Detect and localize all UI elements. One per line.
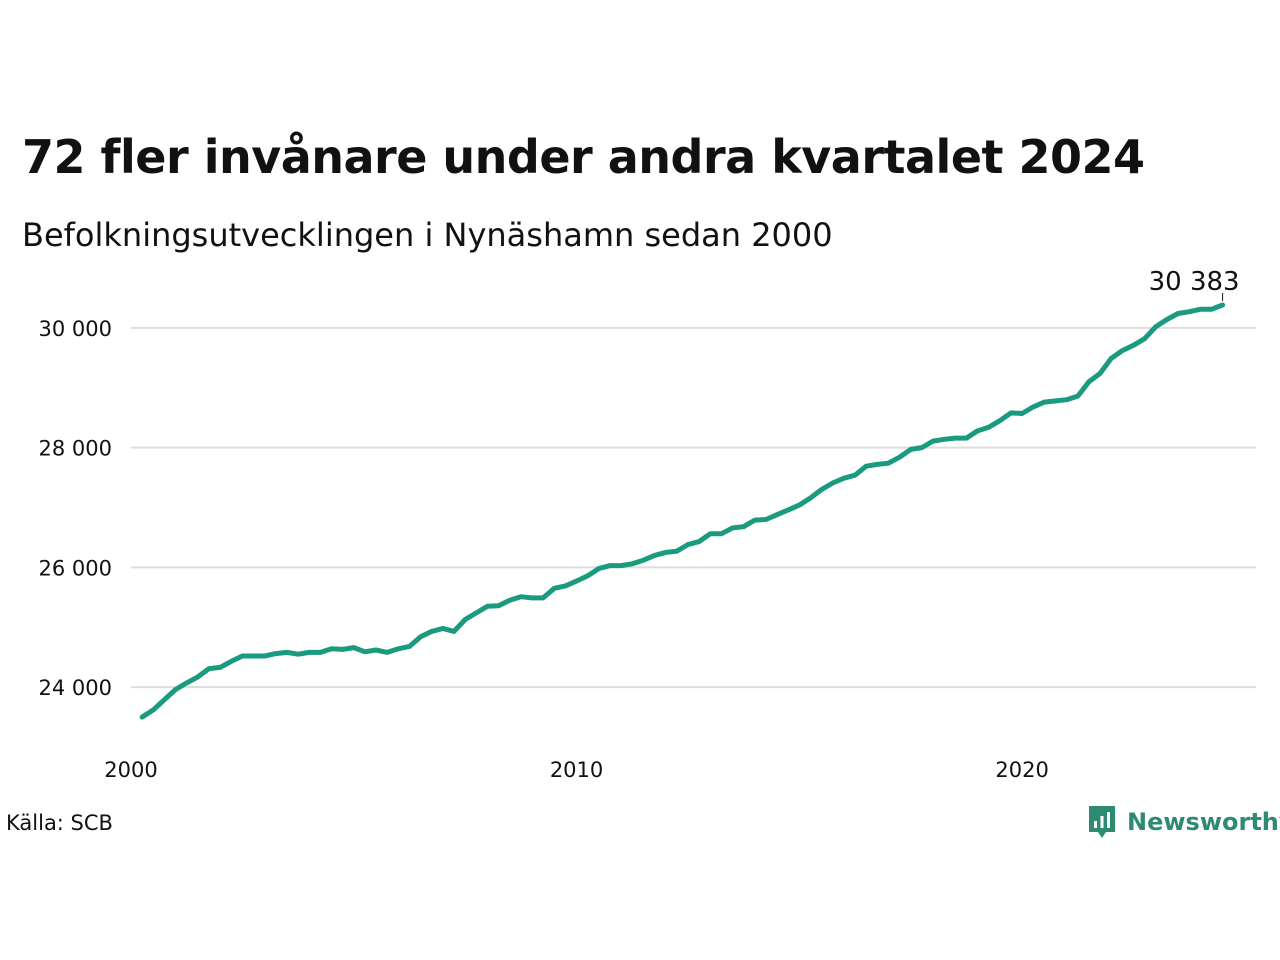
annotations: 30 383: [1149, 267, 1240, 301]
population-series-line: [139, 302, 1226, 720]
y-tick-label: 24 000: [39, 676, 112, 700]
chart-subtitle: Befolkningsutvecklingen i Nynäshamn seda…: [22, 216, 833, 254]
x-tick-label: 2010: [550, 758, 603, 782]
newsworthy-logo-icon: [1089, 806, 1115, 838]
y-tick-label: 28 000: [39, 437, 112, 461]
x-tick-label: 2020: [995, 758, 1048, 782]
source-note: Källa: SCB: [6, 811, 113, 835]
chart-title: 72 fler invånare under andra kvartalet 2…: [22, 130, 1145, 184]
y-tick-label: 26 000: [39, 556, 112, 580]
grid-lines: [131, 326, 1256, 689]
y-tick-label: 30 000: [39, 317, 112, 341]
end-value-label: 30 383: [1149, 267, 1240, 297]
axis-labels: 24 000 26 000 28 000 30 000 2000 2010 2020: [39, 317, 1049, 782]
x-tick-label: 2000: [104, 758, 157, 782]
series-layer: [139, 302, 1226, 720]
brand-logo: Newsworthy: [1087, 804, 1280, 840]
brand-name: Newsworthy: [1127, 808, 1280, 836]
